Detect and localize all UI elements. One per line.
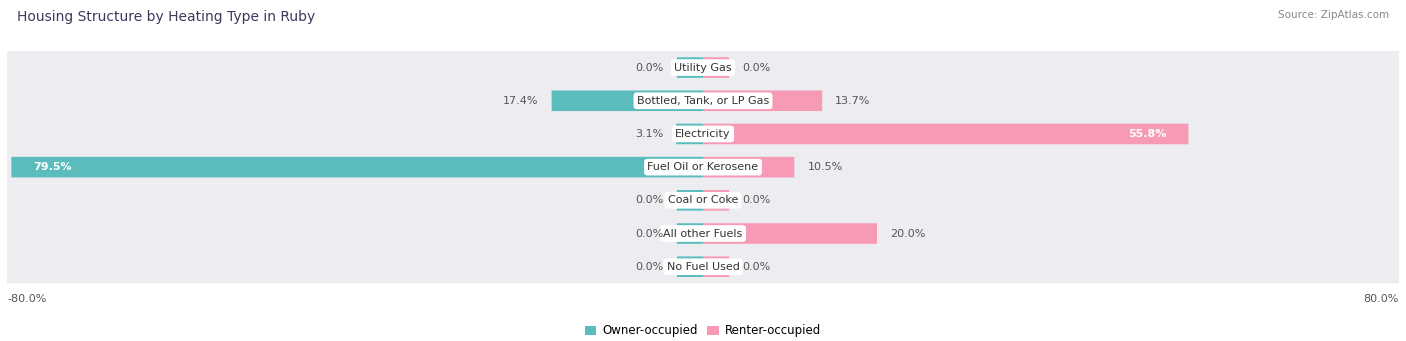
FancyBboxPatch shape xyxy=(703,124,1188,144)
FancyBboxPatch shape xyxy=(703,57,730,78)
FancyBboxPatch shape xyxy=(7,51,1399,84)
Text: Fuel Oil or Kerosene: Fuel Oil or Kerosene xyxy=(647,162,759,172)
Text: -80.0%: -80.0% xyxy=(7,294,46,304)
Legend: Owner-occupied, Renter-occupied: Owner-occupied, Renter-occupied xyxy=(579,320,827,341)
FancyBboxPatch shape xyxy=(11,157,703,177)
Text: Source: ZipAtlas.com: Source: ZipAtlas.com xyxy=(1278,10,1389,20)
Text: 0.0%: 0.0% xyxy=(636,62,664,73)
FancyBboxPatch shape xyxy=(7,84,1399,117)
Text: All other Fuels: All other Fuels xyxy=(664,228,742,238)
FancyBboxPatch shape xyxy=(676,190,703,211)
Text: 20.0%: 20.0% xyxy=(890,228,925,238)
Text: Utility Gas: Utility Gas xyxy=(675,62,731,73)
Text: 79.5%: 79.5% xyxy=(34,162,72,172)
FancyBboxPatch shape xyxy=(703,190,730,211)
Text: 10.5%: 10.5% xyxy=(807,162,842,172)
Text: Bottled, Tank, or LP Gas: Bottled, Tank, or LP Gas xyxy=(637,96,769,106)
FancyBboxPatch shape xyxy=(703,256,730,277)
Text: 0.0%: 0.0% xyxy=(742,62,770,73)
FancyBboxPatch shape xyxy=(551,90,703,111)
Text: 0.0%: 0.0% xyxy=(742,195,770,205)
Text: 0.0%: 0.0% xyxy=(636,262,664,272)
FancyBboxPatch shape xyxy=(703,90,823,111)
Text: 55.8%: 55.8% xyxy=(1129,129,1167,139)
FancyBboxPatch shape xyxy=(703,157,794,177)
FancyBboxPatch shape xyxy=(7,117,1399,150)
Text: Housing Structure by Heating Type in Ruby: Housing Structure by Heating Type in Rub… xyxy=(17,10,315,24)
FancyBboxPatch shape xyxy=(7,217,1399,250)
Text: 0.0%: 0.0% xyxy=(636,195,664,205)
FancyBboxPatch shape xyxy=(676,124,703,144)
Text: 0.0%: 0.0% xyxy=(636,228,664,238)
FancyBboxPatch shape xyxy=(676,223,703,244)
Text: 0.0%: 0.0% xyxy=(742,262,770,272)
FancyBboxPatch shape xyxy=(703,223,877,244)
FancyBboxPatch shape xyxy=(676,256,703,277)
Text: Coal or Coke: Coal or Coke xyxy=(668,195,738,205)
FancyBboxPatch shape xyxy=(7,150,1399,184)
Text: No Fuel Used: No Fuel Used xyxy=(666,262,740,272)
Text: 13.7%: 13.7% xyxy=(835,96,870,106)
FancyBboxPatch shape xyxy=(7,184,1399,217)
FancyBboxPatch shape xyxy=(7,250,1399,283)
FancyBboxPatch shape xyxy=(676,57,703,78)
Text: 3.1%: 3.1% xyxy=(634,129,664,139)
Text: Electricity: Electricity xyxy=(675,129,731,139)
Text: 17.4%: 17.4% xyxy=(503,96,538,106)
Text: 80.0%: 80.0% xyxy=(1364,294,1399,304)
